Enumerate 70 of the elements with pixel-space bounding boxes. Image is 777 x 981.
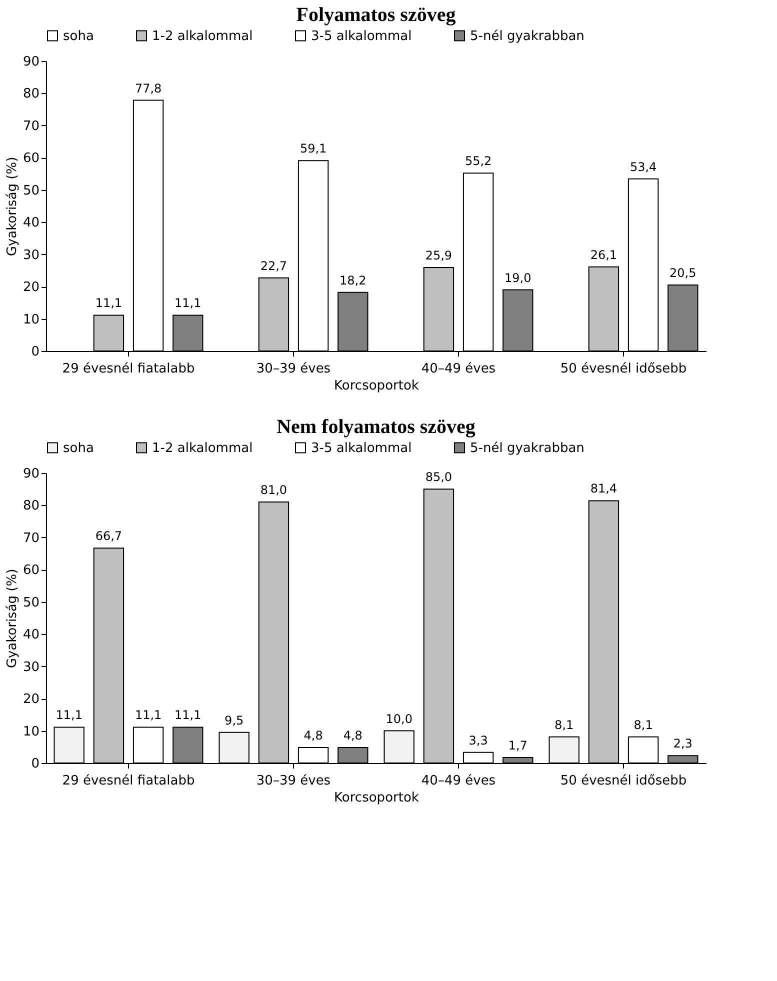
y-tick-label: 90	[22, 466, 40, 482]
y-tick-label: 60	[22, 563, 40, 578]
y-tick-label: 90	[22, 54, 40, 70]
data-label: 81,4	[590, 482, 618, 496]
data-label: 4,8	[304, 728, 323, 743]
data-label: 19,0	[504, 270, 532, 285]
legend-label: 3-5 alkalommal	[311, 28, 412, 44]
data-label: 66,7	[95, 529, 122, 544]
legend-label: 5-nél gyakrabban	[470, 440, 584, 456]
y-tick-label: 50	[22, 183, 40, 198]
x-tick-label: 50 évesnél idősebb	[560, 362, 687, 376]
data-label: 18,2	[340, 273, 366, 288]
data-label: 1,7	[508, 738, 528, 753]
y-tick-label: 60	[22, 151, 40, 166]
y-tick-label: 80	[22, 86, 40, 102]
y-tick-label: 80	[22, 498, 40, 514]
data-label: 25,9	[425, 248, 452, 263]
data-label: 8,1	[554, 718, 574, 732]
data-label: 3,3	[468, 733, 488, 748]
x-tick-label: 40–49 éves	[421, 362, 496, 376]
data-label: 11,1	[174, 708, 202, 722]
y-tick-label: 30	[22, 660, 40, 675]
data-label: 9,5	[224, 713, 244, 728]
x-axis-title: Korcsoportok	[334, 790, 420, 806]
data-label: 8,1	[634, 718, 653, 732]
y-tick-label: 40	[22, 216, 40, 231]
x-tick-label: 40–49 éves	[421, 774, 496, 788]
x-tick-label: 30–39 éves	[256, 362, 331, 376]
data-label: 85,0	[425, 470, 452, 484]
data-label: 81,0	[260, 483, 288, 497]
data-label: 55,2	[464, 154, 492, 168]
chart-title: Nem folyamatos szöveg	[276, 416, 476, 438]
y-tick-label: 70	[22, 530, 40, 546]
data-label: 77,8	[134, 81, 162, 96]
legend-label: 5-nél gyakrabban	[470, 28, 584, 44]
y-tick-label: 40	[22, 628, 40, 643]
y-tick-label: 0	[31, 756, 40, 772]
data-label: 2,3	[673, 736, 692, 751]
data-label: 11,1	[174, 296, 202, 310]
y-axis-title: Gyakoriság (%)	[4, 568, 20, 668]
y-tick-label: 30	[22, 248, 40, 263]
y-tick-label: 50	[22, 595, 40, 610]
data-label: 53,4	[630, 160, 657, 174]
y-tick-label: 0	[31, 344, 40, 360]
data-label: 11,1	[134, 708, 162, 722]
legend-label: 1-2 alkalommal	[152, 440, 253, 456]
data-label: 59,1	[300, 142, 327, 156]
legend-label: 1-2 alkalommal	[152, 28, 253, 44]
y-tick-label: 70	[22, 118, 40, 134]
x-tick-label: 30–39 éves	[256, 774, 331, 788]
data-label: 4,8	[343, 728, 362, 743]
chart-title: Folyamatos szöveg	[296, 4, 456, 26]
legend-label: soha	[63, 440, 94, 456]
x-tick-label: 50 évesnél idősebb	[560, 774, 687, 788]
data-label: 11,1	[56, 708, 82, 722]
y-tick-label: 20	[22, 280, 40, 296]
x-tick-label: 29 évesnél fiatalabb	[62, 774, 195, 788]
x-axis-title: Korcsoportok	[334, 378, 420, 394]
data-label: 20,5	[670, 266, 696, 280]
data-label: 26,1	[590, 248, 618, 262]
data-label: 11,1	[95, 296, 122, 310]
data-label: 22,7	[260, 258, 288, 273]
legend-label: soha	[63, 28, 94, 44]
y-tick-label: 10	[22, 724, 40, 740]
data-label: 10,0	[386, 712, 412, 726]
y-tick-label: 20	[22, 692, 40, 708]
x-tick-label: 29 évesnél fiatalabb	[62, 362, 195, 376]
y-axis-title: Gyakoriság (%)	[4, 156, 20, 256]
legend-label: 3-5 alkalommal	[311, 440, 412, 456]
y-tick-label: 10	[22, 312, 40, 328]
